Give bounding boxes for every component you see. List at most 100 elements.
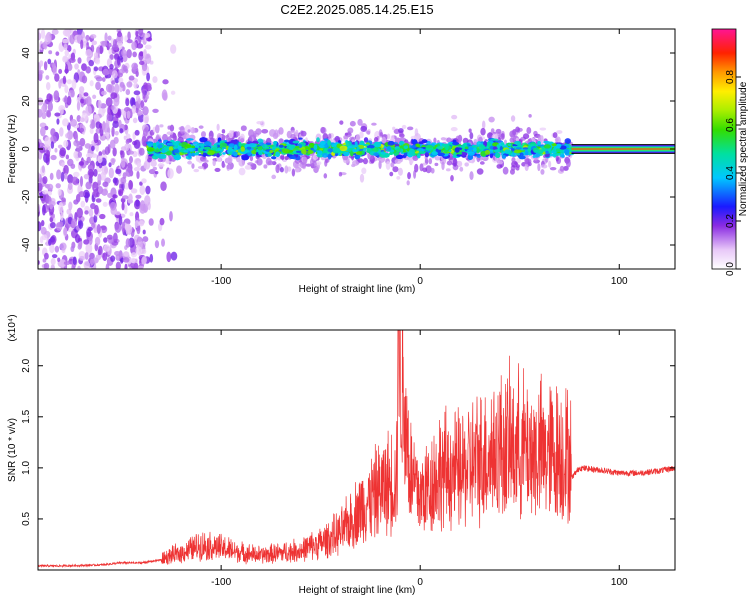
spectrogram-cell [548, 160, 552, 168]
spectrogram-cell [103, 237, 108, 243]
spectrogram-cell [559, 165, 565, 172]
spectrogram-cell [79, 255, 85, 261]
spectrogram-cell [271, 156, 277, 160]
spectrogram-cell [202, 152, 207, 157]
spectrogram-cell [294, 162, 300, 169]
spectrogram-cell [179, 125, 185, 134]
spectrogram-cell [93, 228, 98, 234]
spectrogram-cell [221, 163, 226, 168]
spectrogram-cell [112, 147, 117, 157]
spectrogram-cell [71, 78, 77, 90]
spectrogram-cell [50, 128, 56, 137]
spectrogram-cell [136, 225, 141, 235]
spectrogram-cell [131, 41, 137, 51]
spectrogram-cell [142, 89, 146, 99]
spectrogram-cell [464, 146, 469, 150]
spectrogram-cell [549, 154, 557, 157]
spectrogram-cell [135, 199, 140, 207]
spectrogram-cell [71, 218, 78, 228]
spectrogram-cell [114, 83, 120, 94]
spectrogram-cell [45, 75, 50, 80]
spectrogram-cell [547, 148, 552, 152]
spectrogram-cell [139, 60, 145, 65]
spectrogram-cell [59, 107, 64, 115]
spectrogram-cell [62, 29, 70, 37]
spectrogram-cell [113, 136, 119, 144]
spectrogram-cell [500, 142, 505, 146]
spectrogram-cell [128, 193, 133, 201]
spectrogram-cell [115, 261, 121, 269]
spectrogram-cell [185, 134, 191, 139]
spectrogram-cell [355, 155, 361, 158]
spectrogram-cell [462, 137, 469, 144]
spectrogram-cell [40, 226, 47, 235]
spectrogram-cell [126, 81, 133, 88]
snr-x-axis-label: Height of straight line (km) [299, 585, 416, 596]
spectrogram-cell [137, 236, 143, 242]
spectrogram-cell [246, 146, 252, 150]
spectrogram-cell [371, 122, 377, 126]
colorbar-tick-label: 0.8 [725, 70, 736, 84]
spectrogram-cell [138, 220, 145, 227]
spectrogram-cell [416, 147, 424, 151]
spectrogram-cell [88, 59, 95, 67]
spectrogram-cell [188, 152, 192, 159]
spectrogram-cell [450, 175, 454, 182]
spectrogram-cell [120, 146, 127, 151]
spectrogram-cell [388, 152, 393, 155]
spectrogram-cell [132, 51, 137, 58]
spectrogram-cell [80, 200, 86, 208]
spectrogram-cell [543, 144, 551, 149]
spectrogram-cell [76, 207, 83, 219]
spectrogram-cell [433, 137, 437, 144]
spectrogram-cell [78, 220, 84, 229]
spectrogram-cell [263, 164, 268, 169]
spectrogram-cell [222, 152, 226, 155]
spectrogram-cell [85, 34, 90, 42]
spectrogram-cell [97, 99, 102, 109]
spectrogram-cell [39, 122, 47, 128]
spectrogram-cell [144, 44, 152, 50]
spectrogram-cell [424, 152, 429, 158]
spectrogram-cell [154, 170, 159, 175]
spectrogram-cell [446, 137, 452, 143]
spectrogram-cell [216, 153, 220, 158]
spectrogram-cell [146, 72, 150, 82]
spectrogram-cell [552, 132, 558, 139]
spectrogram-cell [93, 132, 99, 144]
spectrogram-cell [89, 123, 96, 129]
y-tick-label: 2.0 [21, 358, 32, 372]
spectrogram-cell [412, 155, 419, 161]
spectrogram-cell [122, 172, 127, 180]
spectrogram-cell [59, 242, 67, 251]
spectrogram-cell [56, 118, 60, 125]
spectrogram-cell [46, 93, 53, 102]
spectrogram-cell [62, 118, 69, 127]
spectrogram-cell [138, 147, 145, 156]
spectrogram-cell [452, 142, 459, 146]
spectrogram-cell [279, 154, 285, 160]
spectrogram-cell [480, 127, 486, 136]
spectrogram-cell [109, 53, 114, 61]
spectrogram-cell [453, 151, 457, 158]
spectrogram-cell [327, 140, 331, 146]
spectrogram-cell [528, 114, 532, 118]
spectrogram-cell [78, 86, 85, 93]
spectrogram-cell [524, 151, 529, 156]
spectrogram-cell [295, 129, 299, 137]
spectrogram-cell [85, 104, 92, 116]
spectrogram-cell [380, 151, 386, 155]
spectrogram-cell [110, 105, 115, 110]
spectrogram-cell [385, 160, 391, 170]
spectrogram-cell [83, 239, 90, 245]
spectrogram-cell [53, 90, 60, 101]
spectrogram-cell [50, 154, 57, 161]
spectrogram-cell [83, 92, 89, 97]
spectrogram-cell [143, 82, 148, 90]
spectrogram-cell [77, 265, 81, 269]
spectrogram-cell [91, 40, 97, 46]
spectrogram-cell [549, 166, 557, 171]
spectrogram-cell [125, 133, 131, 139]
spectrogram-cell [258, 151, 263, 156]
